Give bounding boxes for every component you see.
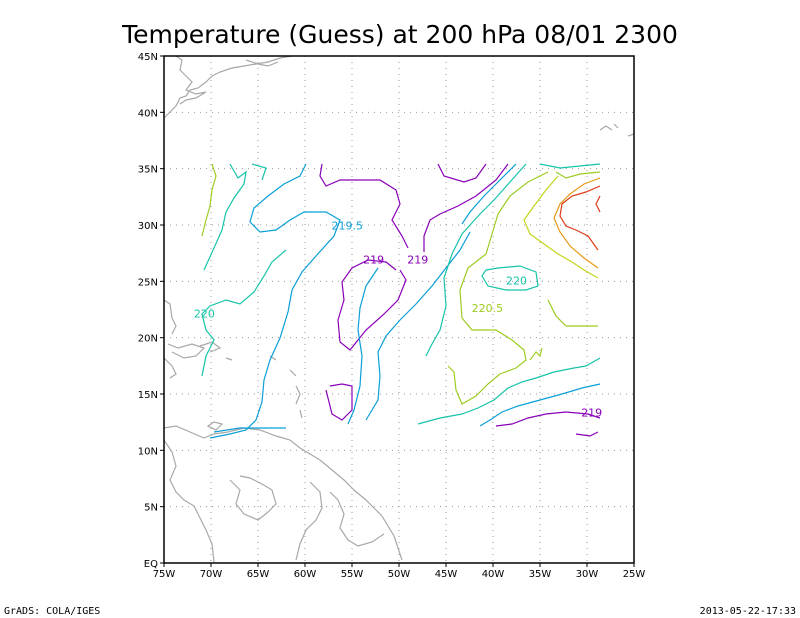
contour-label: 219 [363,253,384,266]
y-tick-label: 30N [138,221,158,232]
y-tick-label: 45N [138,52,158,63]
chart-title: Temperature (Guess) at 200 hPa 08/01 230… [121,20,678,49]
x-tick-label: 70W [200,569,223,580]
y-tick-label: 15N [138,390,158,401]
x-tick-label: 75W [153,569,176,580]
grid [164,56,634,563]
plot-frame [163,55,635,564]
contour-labels: 219.5 219 219 220 220.5 220 219 [194,220,602,420]
footer-left: GrADS: COLA/IGES [4,606,100,617]
x-tick-label: 40W [482,569,505,580]
x-tick-label: 25W [623,569,646,580]
contour-label: 220 [194,307,215,320]
y-tick-label: 5N [144,503,158,514]
x-tick-label: 45W [435,569,458,580]
y-tick-label: 25N [138,277,158,288]
x-axis: 75W 70W 65W 60W 55W 50W 45W 40W 35W 30W 25W [153,563,646,580]
coastlines [163,55,635,563]
contour-label: 219 [581,407,602,420]
y-tick-label: 40N [138,108,158,119]
footer-right: 2013-05-22-17:33 [700,606,796,617]
x-tick-label: 35W [529,569,552,580]
x-tick-label: 65W [247,569,270,580]
contour-label: 220 [506,275,527,288]
y-tick-label: 20N [138,334,158,345]
x-tick-label: 55W [341,569,364,580]
x-tick-label: 60W [294,569,317,580]
contour-label: 219.5 [332,220,364,233]
contour-lines [201,163,601,439]
y-axis: EQ 5N 10N 15N 20N 25N 30N 35N 40N 45N [138,52,164,570]
contour-label: 220.5 [472,302,504,315]
x-tick-label: 50W [388,569,411,580]
y-tick-label: EQ [144,559,158,570]
contour-label: 219 [407,253,428,266]
y-tick-label: 35N [138,165,158,176]
x-tick-label: 30W [576,569,599,580]
y-tick-label: 10N [138,446,158,457]
